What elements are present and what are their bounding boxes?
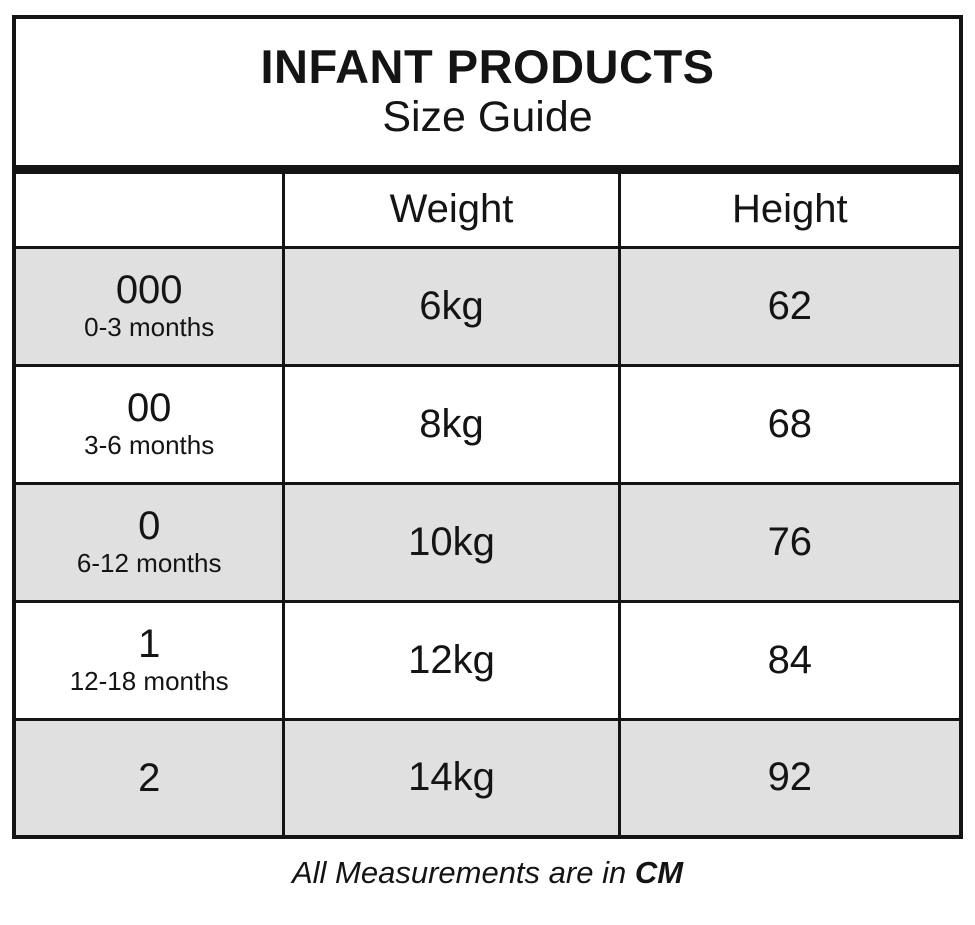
title-row: INFANT PRODUCTS Size Guide: [12, 15, 963, 174]
size-cell: 0 6-12 months: [12, 481, 286, 603]
table-row: 0 6-12 months 10kg 76: [12, 481, 963, 603]
size-code: 2: [138, 755, 161, 800]
size-cell: 000 0-3 months: [12, 245, 286, 367]
height-cell: 68: [617, 363, 963, 485]
age-range: 6-12 months: [76, 548, 222, 579]
measurement-unit: CM: [634, 855, 684, 890]
height-cell: 84: [617, 599, 963, 721]
size-cell: 2: [12, 717, 286, 839]
weight-cell: 6kg: [282, 245, 621, 367]
height-cell: 76: [617, 481, 963, 603]
table-row: 1 12-18 months 12kg 84: [12, 599, 963, 721]
table-row: 000 0-3 months 6kg 62: [12, 245, 963, 367]
age-range: 3-6 months: [84, 430, 215, 461]
title-cell: INFANT PRODUCTS Size Guide: [12, 15, 963, 174]
size-cell: 1 12-18 months: [12, 599, 286, 721]
header-height-cell: Height: [617, 167, 963, 249]
size-code: 0: [138, 504, 161, 549]
measurement-note-text: All Measurements are in: [291, 855, 627, 890]
size-code: 00: [126, 386, 172, 431]
table-row: 2 14kg 92: [12, 717, 963, 839]
header-weight-cell: Weight: [282, 167, 621, 249]
weight-cell: 14kg: [282, 717, 621, 839]
weight-cell: 8kg: [282, 363, 621, 485]
table-row: 00 3-6 months 8kg 68: [12, 363, 963, 485]
table-header-row: Weight Height: [12, 167, 963, 249]
size-code: 000: [115, 268, 183, 313]
measurement-note: All Measurements are in CM: [0, 855, 975, 891]
size-guide-table: INFANT PRODUCTS Size Guide Weight Height…: [12, 15, 963, 839]
age-range: 12-18 months: [69, 666, 229, 697]
size-cell: 00 3-6 months: [12, 363, 286, 485]
height-cell: 92: [617, 717, 963, 839]
age-range: 0-3 months: [84, 312, 215, 343]
page-subtitle: Size Guide: [382, 92, 593, 141]
size-code: 1: [138, 622, 161, 667]
header-size-cell: [12, 167, 286, 249]
weight-cell: 12kg: [282, 599, 621, 721]
page-title: INFANT PRODUCTS: [260, 40, 715, 94]
weight-cell: 10kg: [282, 481, 621, 603]
height-cell: 62: [617, 245, 963, 367]
